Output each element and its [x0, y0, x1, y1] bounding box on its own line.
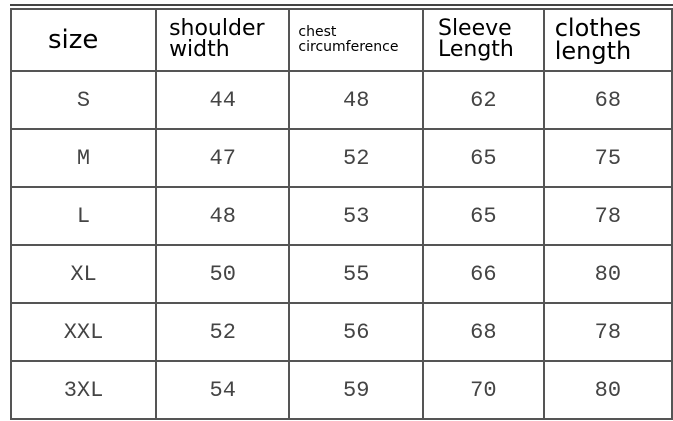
header-text: clothes — [554, 14, 642, 43]
measurement-cell: 44 — [155, 70, 291, 130]
measurement-cell: 80 — [542, 360, 673, 420]
size-cell: 3XL — [9, 360, 158, 420]
measurement-cell: 75 — [542, 128, 673, 188]
size-cell: XXL — [9, 302, 158, 362]
table-row: S 44 48 62 68 — [9, 70, 673, 130]
top-border — [10, 4, 673, 6]
measurement-cell: 52 — [155, 302, 291, 362]
table-row: M 47 52 65 75 — [9, 128, 673, 188]
header-text: Length — [437, 37, 514, 62]
measurement-cell: 56 — [288, 302, 424, 362]
measurement-cell: 47 — [155, 128, 291, 188]
table-row: XXL 52 56 68 78 — [9, 302, 673, 362]
header-text: length — [554, 37, 632, 65]
measurement-cell: 62 — [421, 70, 545, 130]
table-row: XL 50 55 66 80 — [9, 244, 673, 304]
measurement-cell: 48 — [288, 70, 424, 130]
header-size: size — [9, 8, 158, 72]
measurement-cell: 65 — [421, 186, 545, 246]
measurement-cell: 48 — [155, 186, 291, 246]
header-chest-circumference: chest circumference — [288, 8, 424, 72]
header-text: Sleeve — [437, 16, 512, 42]
measurement-cell: 68 — [542, 70, 673, 130]
header-text: width — [169, 37, 230, 62]
measurement-cell: 55 — [288, 244, 424, 304]
size-cell: L — [9, 186, 158, 246]
header-clothes-length: clothes length — [542, 8, 673, 72]
measurement-cell: 65 — [421, 128, 545, 188]
measurement-cell: 54 — [155, 360, 291, 420]
header-text: circumference — [298, 39, 399, 55]
measurement-cell: 78 — [542, 186, 673, 246]
measurement-cell: 52 — [288, 128, 424, 188]
table-row: L 48 53 65 78 — [9, 186, 673, 246]
measurement-cell: 70 — [421, 360, 545, 420]
measurement-cell: 50 — [155, 244, 291, 304]
header-text: shoulder — [169, 16, 265, 42]
measurement-cell: 78 — [542, 302, 673, 362]
measurement-cell: 59 — [288, 360, 424, 420]
measurement-cell: 80 — [542, 244, 673, 304]
header-row: size shoulder width chest circumference Sl… — [9, 8, 673, 72]
header-text: chest — [298, 23, 337, 40]
header-text: size — [48, 24, 99, 55]
measurement-cell: 68 — [421, 302, 545, 362]
table-row: 3XL 54 59 70 80 — [9, 360, 673, 420]
header-shoulder-width: shoulder width — [155, 8, 291, 72]
size-cell: XL — [9, 244, 158, 304]
size-chart-table: size shoulder width chest circumference Sl… — [9, 8, 673, 420]
measurement-cell: 53 — [288, 186, 424, 246]
measurement-cell: 66 — [421, 244, 545, 304]
size-cell: S — [9, 70, 158, 130]
size-cell: M — [9, 128, 158, 188]
header-sleeve-length: Sleeve Length — [421, 8, 545, 72]
